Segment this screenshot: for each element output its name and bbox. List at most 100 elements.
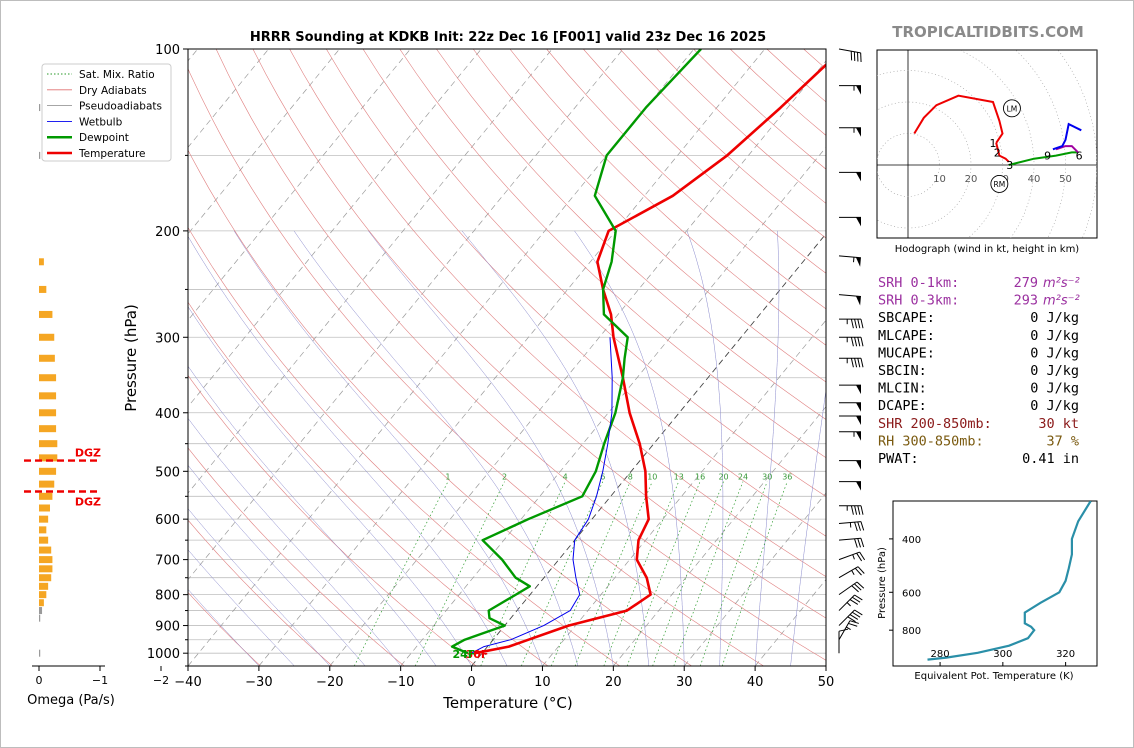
index-label: SBCIN: [878,363,927,379]
isotherm-line [188,49,411,321]
legend-label: Temperature [78,148,146,160]
dry-adiabat [472,49,826,383]
barb-flag [856,581,865,589]
barb-flag [854,505,858,515]
mixing-ratio-label: 13 [674,473,684,482]
legend-box [41,63,172,162]
omega-bar [39,104,41,112]
dry-adiabat [188,301,549,666]
omega-bar [39,492,53,500]
theta-e-panel: 280 300 320 400 600 800 Equivalent Pot. Tempe… [877,500,1098,682]
pseudoadiabat [574,230,685,666]
surface-temp-label: 30F [466,648,489,661]
dry-adiabat [509,49,826,346]
barb-pennant [856,85,861,95]
omega-bar [39,151,41,159]
omega-bar [39,467,57,475]
barb-flag [850,319,854,329]
index-row: RH 300-850mb: 37 % [878,433,1079,449]
omega-bar [39,310,53,318]
omega-bar [39,425,57,433]
hodograph-panel: 102030405012369LMRM Hodograph (wind in k… [876,49,1098,255]
wind-barb [838,594,863,611]
wind-barb [839,171,861,182]
omega-bar [39,454,58,462]
barb-flag [860,521,865,531]
omega-bar [39,480,55,488]
theta-xtick-label: 280 [931,649,950,660]
mixing-ratio-line [699,481,768,666]
omega-bar [39,546,52,554]
barb-flag [857,521,861,531]
skewt-xtick-label: 30 [676,675,693,690]
barb-pennant [856,217,861,227]
theta-e-profile [927,501,1092,661]
wind-barb [838,48,862,63]
wind-barb [839,481,861,491]
index-row: SHR 200-850mb: 30 kt [878,416,1079,432]
barb-flag [852,611,861,618]
wind-barbs [838,48,866,654]
pseudoadiabat [293,230,579,666]
theta-e-ylabel: Pressure (hPa) [877,547,888,619]
dry-adiabat [252,49,826,619]
omega-bar [39,607,43,615]
barb-flag [854,521,858,532]
omega-bar [39,374,57,382]
omega-bar [39,556,53,564]
omega-bar [39,599,44,607]
barb-flag [854,567,862,576]
skewt-ytick-label: 700 [155,554,180,569]
skewt-background-lines: 1 2 4 6 8 10 13 16 20 24 30 36 [188,49,826,666]
barb-pennant [856,385,861,395]
pseudoadiabat [790,388,826,666]
index-row: SRH 0-1km: 279 m²s⁻² [878,275,1080,291]
mixing-ratio-label: 30 [762,473,772,482]
hodograph-trace [1055,145,1079,154]
pseudoadiabat [188,306,472,666]
profile-wetbulb [471,337,613,654]
dry-adiabat [546,49,826,310]
index-row: DCAPE: 0 J/kg [878,398,1079,414]
index-unit: m²s⁻² [1043,294,1080,309]
omega-bar [39,536,49,544]
wind-barb [839,216,861,227]
barb-half-flag [846,602,851,607]
pseudoadiabat [461,230,650,666]
skewt-xtick-label: −10 [387,675,414,690]
legend-label: Dry Adiabats [79,85,147,97]
barb-flag [857,566,865,574]
hodograph-ring [958,50,1035,238]
barb-flag [857,319,861,329]
dry-adiabat [188,374,477,666]
storm-motion-label: RM [994,180,1006,189]
mixing-ratio-line [603,481,680,666]
barb-flag [857,337,861,347]
hodograph-ring [877,101,972,229]
dry-adiabat [215,49,826,661]
profile-dewpoint [450,49,702,655]
index-value: 0 J/kg [1030,328,1079,344]
skewt-xtick-label: 50 [818,675,835,690]
pseudoadiabat [188,464,366,666]
barb-flag [854,538,858,548]
mixing-ratio-label: 1 [445,473,450,482]
mixing-ratio-line [574,481,653,666]
isotherm-line [683,492,826,666]
barb-shaft [838,581,858,596]
theta-ytick-label: 600 [902,588,921,599]
wind-barb [838,551,866,562]
isotherm-line [188,49,553,494]
hodograph-height-label: 3 [1006,159,1013,172]
wind-barb [839,460,861,470]
isotherm-line [188,49,482,408]
dry-adiabat [188,447,405,666]
dry-adiabat [188,226,621,666]
barb-flag [854,319,858,329]
index-value: 0 J/kg [1030,363,1079,379]
surface-dew-label: 24F [452,648,475,661]
hodograph-ring [877,70,1003,238]
storm-motion-label: LM [1007,104,1018,113]
